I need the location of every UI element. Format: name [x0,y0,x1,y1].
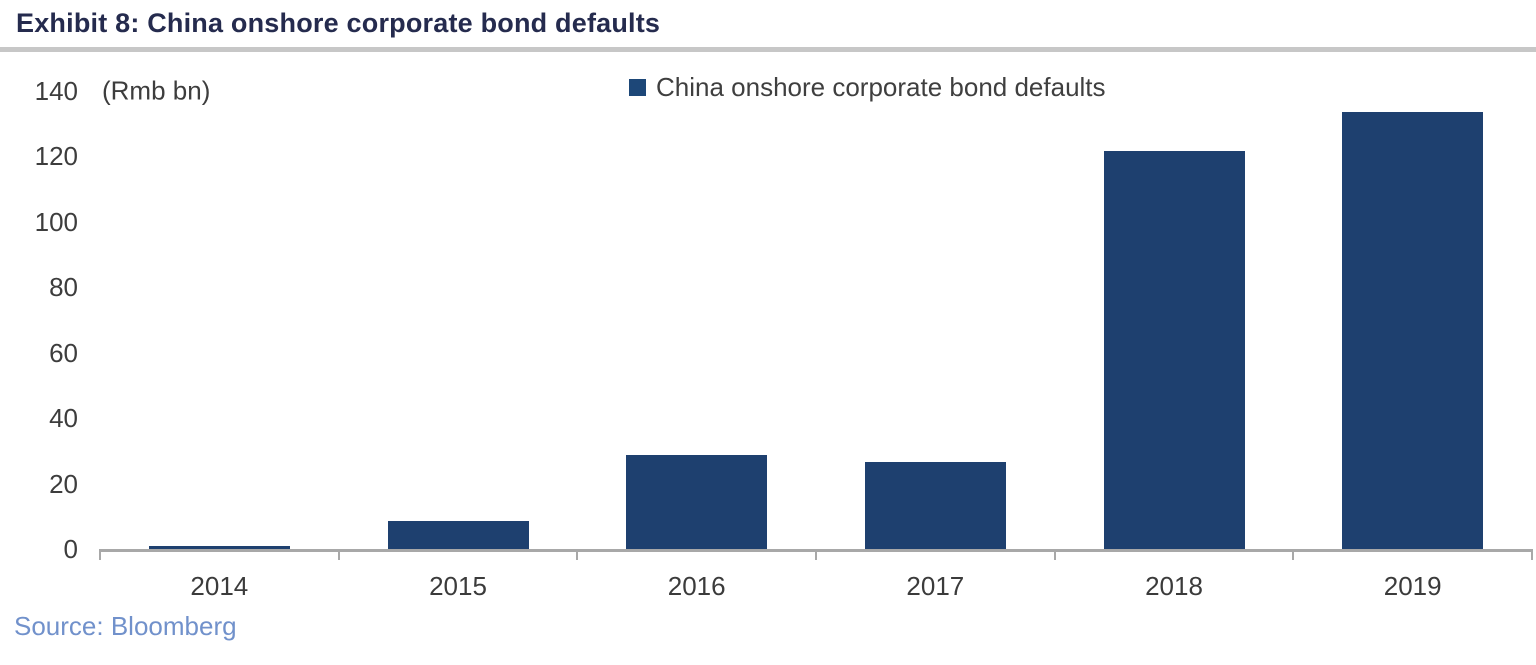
bar-2019 [1342,111,1484,551]
x-axis-tick [337,549,340,560]
bar-2014 [148,545,290,551]
y-tick-label: 60 [49,337,78,368]
x-axis-tick [1053,549,1056,560]
y-tick-label: 20 [49,468,78,499]
x-tick-label-2014: 2014 [190,571,249,601]
title-divider [0,47,1536,52]
y-tick-label: 120 [34,141,78,172]
x-tick-label-2019: 2019 [1383,571,1442,601]
bar-2018 [1103,150,1245,551]
x-axis-tick [815,549,817,560]
x-axis-tick [99,549,101,560]
legend-label: China onshore corporate bond defaults [656,71,1106,102]
y-tick-label: 80 [49,272,78,303]
y-tick-label: 140 [34,75,78,106]
x-axis-tick [1292,549,1295,560]
x-axis-tick [576,549,579,560]
legend-marker-icon [629,78,646,96]
y-tick-label: 0 [63,533,78,564]
bar-2015 [387,520,529,551]
x-tick-label-2015: 2015 [429,571,487,601]
page-title: Exhibit 8: China onshore corporate bond … [16,8,661,38]
y-tick-label: 100 [34,206,78,237]
bar-2016 [626,455,768,551]
y-tick-label: 40 [49,403,78,434]
x-tick-label-2016: 2016 [667,571,726,601]
bar-2017 [864,461,1006,551]
source-note: Source: Bloomberg [14,611,237,641]
x-tick-label-2018: 2018 [1145,571,1203,601]
chart-legend: China onshore corporate bond defaults [629,72,1106,102]
y-axis-unit-label: (Rmb bn) [102,75,211,106]
x-axis-tick [1531,549,1533,560]
x-tick-label-2017: 2017 [906,571,965,601]
